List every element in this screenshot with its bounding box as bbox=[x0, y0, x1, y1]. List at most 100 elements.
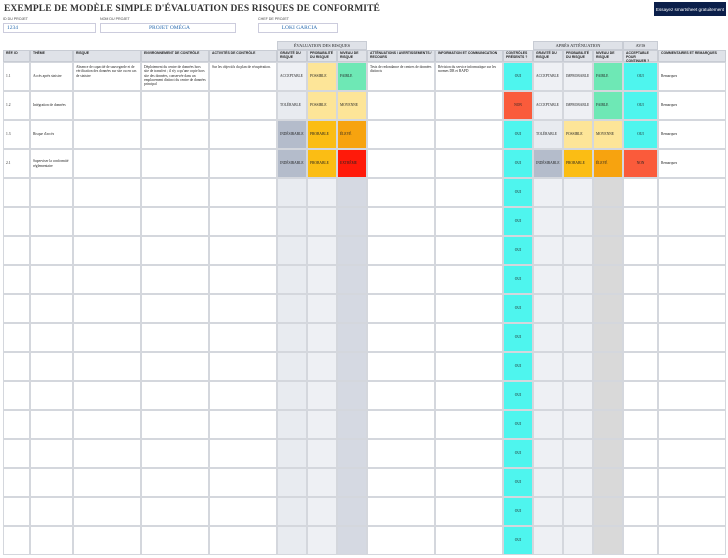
cell bbox=[73, 294, 141, 323]
cell bbox=[435, 439, 503, 468]
cell bbox=[141, 207, 209, 236]
cell bbox=[563, 439, 593, 468]
cell bbox=[337, 410, 367, 439]
cell bbox=[563, 468, 593, 497]
cell: PROBABLE bbox=[563, 149, 593, 178]
cell bbox=[73, 439, 141, 468]
cell bbox=[658, 236, 726, 265]
cell bbox=[435, 323, 503, 352]
cell bbox=[3, 468, 30, 497]
cell bbox=[209, 323, 277, 352]
cell bbox=[3, 497, 30, 526]
cell bbox=[563, 265, 593, 294]
cell bbox=[307, 265, 337, 294]
cell bbox=[73, 323, 141, 352]
cell: NON bbox=[503, 91, 533, 120]
cell: Remarques bbox=[658, 91, 726, 120]
cell bbox=[658, 323, 726, 352]
cell bbox=[209, 149, 277, 178]
cell bbox=[367, 149, 435, 178]
cell bbox=[141, 91, 209, 120]
cell: OUI bbox=[503, 120, 533, 149]
cell bbox=[435, 352, 503, 381]
cell bbox=[337, 468, 367, 497]
cell: ACCEPTABLE bbox=[533, 62, 563, 91]
cell: OUI bbox=[503, 526, 533, 555]
cell: OUI bbox=[503, 207, 533, 236]
cell bbox=[277, 410, 307, 439]
cell bbox=[435, 120, 503, 149]
cell bbox=[73, 91, 141, 120]
cell bbox=[337, 381, 367, 410]
cell bbox=[73, 120, 141, 149]
cell bbox=[307, 497, 337, 526]
cell: 1.1 bbox=[3, 62, 30, 91]
cell bbox=[30, 352, 73, 381]
cell bbox=[141, 323, 209, 352]
column-header: RISQUE bbox=[73, 50, 141, 62]
cell bbox=[533, 265, 563, 294]
cell bbox=[533, 352, 563, 381]
cell: Accès après sinistre bbox=[30, 62, 73, 91]
cell bbox=[563, 352, 593, 381]
cell bbox=[209, 120, 277, 149]
cell bbox=[367, 410, 435, 439]
column-header: ATTÉNUATIONS / AVERTISSEMENTS / RECOURS bbox=[367, 50, 435, 62]
cell: FAIBLE bbox=[593, 91, 623, 120]
cell bbox=[623, 497, 658, 526]
cell bbox=[337, 439, 367, 468]
cell bbox=[593, 207, 623, 236]
column-header: PROBABILITÉ DU RISQUE bbox=[307, 50, 337, 62]
cell: OUI bbox=[503, 497, 533, 526]
cell: INDÉSIRABLE bbox=[277, 120, 307, 149]
cell bbox=[435, 265, 503, 294]
cell bbox=[533, 207, 563, 236]
cell bbox=[141, 468, 209, 497]
cell: PROBABLE bbox=[307, 149, 337, 178]
cell bbox=[337, 497, 367, 526]
cell bbox=[367, 236, 435, 265]
cell bbox=[277, 468, 307, 497]
cell bbox=[367, 294, 435, 323]
cell bbox=[533, 236, 563, 265]
cell: EXTRÊME bbox=[337, 149, 367, 178]
cell bbox=[277, 439, 307, 468]
cell bbox=[533, 497, 563, 526]
cell bbox=[3, 526, 30, 555]
column-header: NIVEAU DE RISQUE bbox=[593, 50, 623, 62]
cell bbox=[30, 410, 73, 439]
cell bbox=[3, 236, 30, 265]
cell: FAIBLE bbox=[337, 62, 367, 91]
column-header: GRAVITÉ DU RISQUE bbox=[277, 50, 307, 62]
cell bbox=[435, 91, 503, 120]
cell bbox=[337, 294, 367, 323]
cell bbox=[367, 381, 435, 410]
group-header: ÉVALUATION DES RISQUES bbox=[277, 41, 367, 50]
cell: OUI bbox=[503, 178, 533, 207]
cell bbox=[658, 439, 726, 468]
cell bbox=[209, 265, 277, 294]
cell bbox=[533, 323, 563, 352]
cell bbox=[623, 236, 658, 265]
cell bbox=[73, 468, 141, 497]
smartsheet-button[interactable]: Essayez smartsheet gratuitement bbox=[654, 2, 726, 16]
cell bbox=[367, 91, 435, 120]
cell: ÉLEVÉ bbox=[593, 149, 623, 178]
cell bbox=[277, 497, 307, 526]
cell bbox=[30, 439, 73, 468]
cell bbox=[337, 178, 367, 207]
cell: OUI bbox=[503, 352, 533, 381]
cell: PROBABLE bbox=[307, 120, 337, 149]
cell bbox=[141, 497, 209, 526]
cell bbox=[623, 439, 658, 468]
cell: OUI bbox=[503, 323, 533, 352]
cell bbox=[533, 294, 563, 323]
cell: ÉLEVÉ bbox=[337, 120, 367, 149]
cell bbox=[307, 294, 337, 323]
cell bbox=[3, 178, 30, 207]
cell bbox=[533, 410, 563, 439]
cell: Remarques bbox=[658, 120, 726, 149]
cell bbox=[3, 381, 30, 410]
cell bbox=[623, 323, 658, 352]
cell bbox=[3, 294, 30, 323]
